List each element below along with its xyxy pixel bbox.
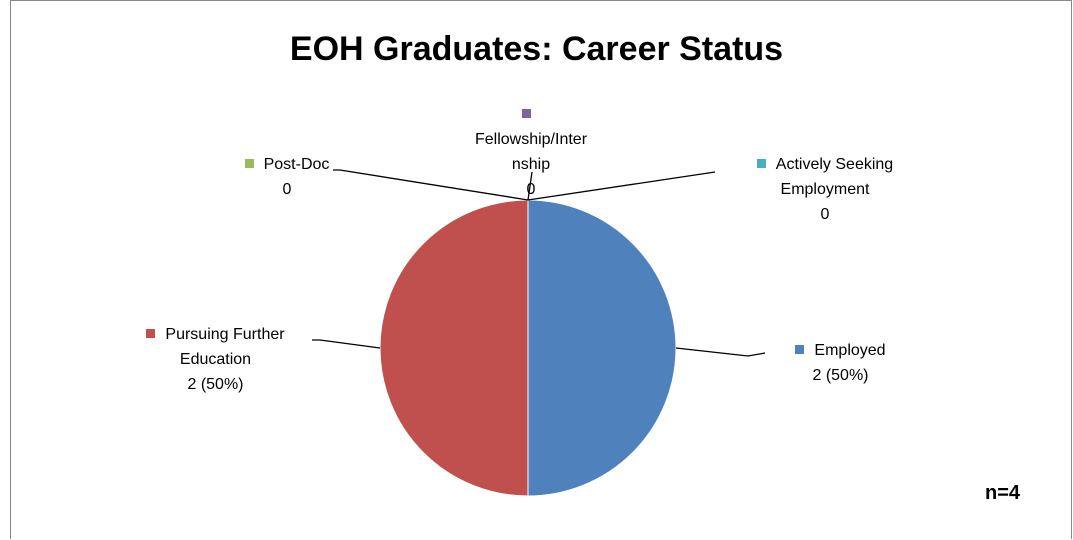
data-label: Employed 2 (50%) (758, 338, 923, 388)
value-label: 2 (50%) (187, 376, 244, 393)
leader-line (675, 347, 766, 357)
chart-frame (10, 0, 1072, 539)
data-label: Fellowship/Internship 0 (472, 102, 590, 202)
data-label: Actively Seeking Employment 0 (720, 152, 930, 227)
legend-marker (244, 159, 254, 168)
label-name-line: Actively Seeking Employment (720, 152, 930, 202)
leader-line (527, 171, 533, 201)
leader-line (333, 169, 529, 201)
chart-title: EOH Graduates: Career Status (289, 30, 784, 68)
value-label: 2 (50%) (812, 367, 869, 384)
pie-slice (379, 199, 529, 497)
label-name-line: Fellowship/Internship (472, 102, 590, 177)
legend-marker (795, 345, 805, 354)
data-label: Pursuing Further Education 2 (50%) (128, 322, 303, 397)
value-label: 0 (282, 181, 292, 198)
label-name-line: Pursuing Further Education (128, 322, 303, 372)
category-label: Post-Doc (263, 156, 330, 173)
leader-line (312, 339, 381, 349)
category-label: Actively Seeking Employment (775, 156, 894, 198)
category-label: Employed (814, 342, 886, 359)
value-label: 0 (820, 206, 830, 223)
value-label: 0 (526, 181, 536, 198)
legend-marker (521, 109, 531, 118)
label-name-line: Employed (758, 338, 923, 363)
leader-line (527, 171, 716, 201)
pie-slice (527, 199, 677, 497)
legend-marker (756, 159, 766, 168)
data-label: Post-Doc 0 (212, 152, 362, 202)
annotation: n=4 (985, 482, 1021, 504)
label-name-line: Post-Doc (212, 152, 362, 177)
category-label: Pursuing Further Education (165, 326, 285, 368)
category-label: Fellowship/Internship (474, 131, 588, 173)
legend-marker (146, 329, 156, 338)
